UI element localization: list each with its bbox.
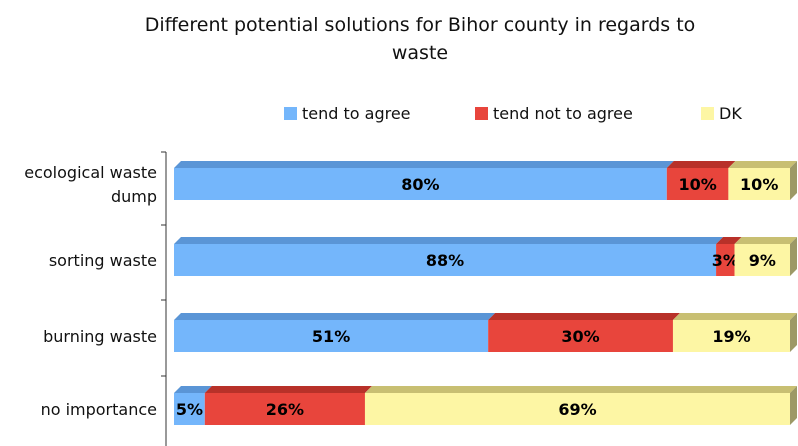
value-label-1-2: 9% — [749, 251, 776, 270]
bar-top-0-1 — [666, 161, 736, 168]
bar-0-2 — [728, 168, 790, 200]
legend-swatch-tend-to-agree — [284, 107, 297, 120]
bar-0-0 — [174, 168, 667, 200]
bar-top-1-0 — [174, 237, 724, 244]
bar-2-2 — [672, 320, 790, 352]
legend-item-dk: DK — [701, 104, 742, 123]
value-label-2-0: 51% — [312, 327, 350, 346]
bar-top-1-2 — [734, 237, 797, 244]
value-label-0-0: 80% — [401, 175, 439, 194]
bar-top-2-1 — [488, 313, 680, 320]
value-label-3-0: 5% — [176, 400, 203, 419]
value-label-2-1: 30% — [561, 327, 599, 346]
bar-top-1-1 — [716, 237, 742, 244]
bar-side-1 — [790, 237, 797, 276]
value-label-3-1: 26% — [266, 400, 304, 419]
value-label-1-0: 88% — [426, 251, 464, 270]
legend-label-tend-not-to-agree: tend not to agree — [493, 104, 633, 123]
bar-2-0 — [174, 320, 489, 352]
bar-3-1 — [204, 393, 365, 425]
bar-0-1 — [666, 168, 729, 200]
bar-1-1 — [716, 244, 735, 276]
legend-item-tend-not-to-agree: tend not to agree — [475, 104, 633, 123]
category-label-0: ecological waste dump — [24, 163, 157, 206]
bar-top-3-0 — [174, 386, 212, 393]
bar-top-0-2 — [728, 161, 797, 168]
bar-1-2 — [734, 244, 790, 276]
legend: tend to agree tend not to agree DK — [0, 104, 798, 124]
value-label-1-1: 3% — [712, 251, 739, 270]
bar-side-2 — [790, 313, 797, 352]
bar-1-0 — [174, 244, 717, 276]
legend-swatch-tend-not-to-agree — [475, 107, 488, 120]
chart-title-line-1: Different potential solutions for Bihor … — [144, 14, 696, 36]
legend-item-tend-to-agree: tend to agree — [284, 104, 411, 123]
bar-3-2 — [364, 393, 790, 425]
bar-top-3-2 — [364, 386, 797, 393]
chart-title-line-2: waste — [391, 42, 449, 64]
value-label-0-1: 10% — [678, 175, 716, 194]
bar-side-0 — [790, 161, 797, 200]
bar-top-3-1 — [204, 386, 372, 393]
category-label-3: no importance — [41, 400, 157, 419]
bar-side-3 — [790, 386, 797, 425]
value-label-3-2: 69% — [558, 400, 596, 419]
value-label-0-2: 10% — [740, 175, 778, 194]
bar-top-2-2 — [672, 313, 797, 320]
bar-top-2-0 — [174, 313, 496, 320]
category-label-1: sorting waste — [49, 251, 157, 270]
legend-label-tend-to-agree: tend to agree — [302, 104, 411, 123]
bar-3-0 — [174, 393, 205, 425]
bar-2-1 — [488, 320, 673, 352]
value-label-2-2: 19% — [712, 327, 750, 346]
bar-top-0-0 — [174, 161, 674, 168]
legend-swatch-dk — [701, 107, 714, 120]
category-label-2: burning waste — [43, 327, 157, 346]
legend-label-dk: DK — [719, 104, 742, 123]
